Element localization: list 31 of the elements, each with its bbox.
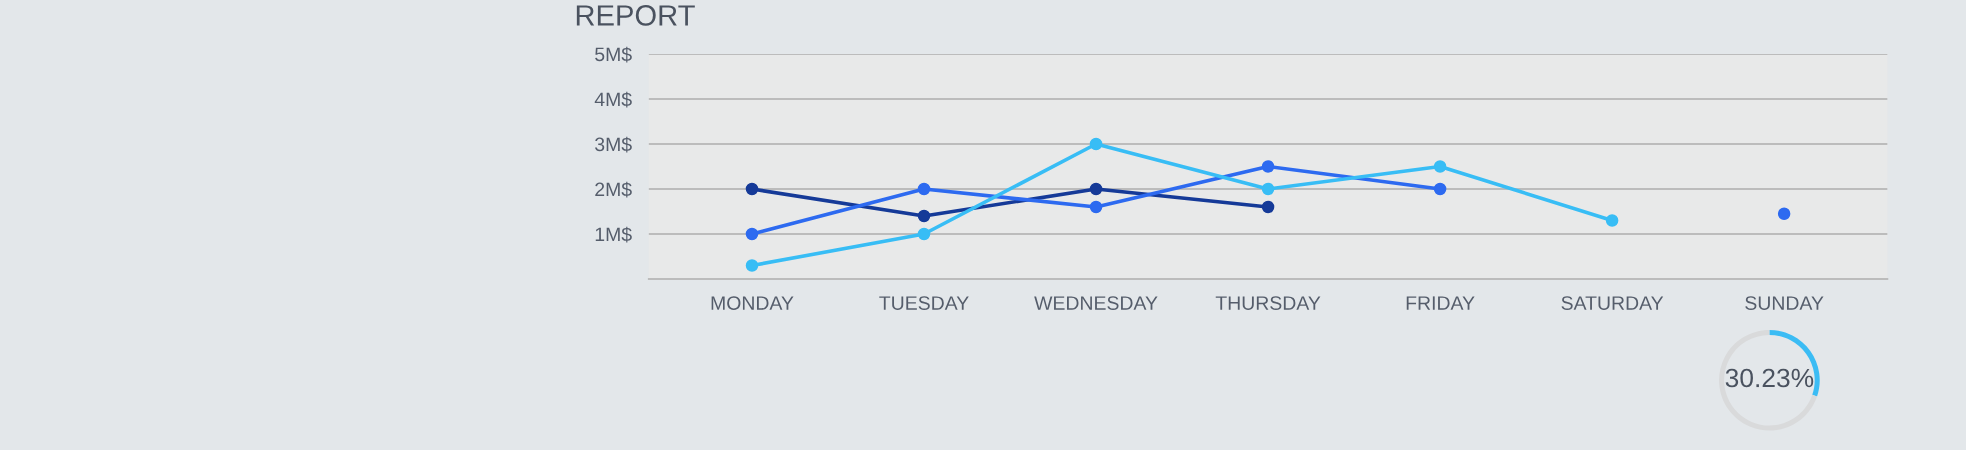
point xyxy=(1089,200,1103,214)
point xyxy=(1605,214,1619,227)
y-tick-label: 2M$ xyxy=(595,181,632,198)
point xyxy=(1089,182,1103,196)
y-tick-label: 3M$ xyxy=(595,136,632,153)
point xyxy=(745,227,759,241)
point xyxy=(1089,137,1103,151)
chart-title: REPORT xyxy=(576,5,695,26)
point xyxy=(1433,182,1447,196)
y-tick-label: 1M$ xyxy=(595,226,632,243)
point xyxy=(745,182,759,196)
point xyxy=(1433,160,1447,173)
x-tick-label: SUNDAY xyxy=(1745,296,1824,310)
x-tick-label: FRIDAY xyxy=(1406,296,1475,310)
point xyxy=(917,209,931,223)
x-tick-label: WEDNESDAY xyxy=(1034,296,1158,310)
x-tick-label: MONDAY xyxy=(711,296,794,310)
y-tick-label: 4M$ xyxy=(594,91,632,108)
point xyxy=(1777,207,1791,221)
data-label: 30.23% xyxy=(1725,368,1814,388)
x-tick-label: THURSDAY xyxy=(1215,296,1321,310)
point xyxy=(1261,160,1275,173)
point xyxy=(745,259,759,272)
point xyxy=(1261,182,1275,196)
point xyxy=(1261,200,1275,214)
point xyxy=(917,227,931,241)
x-tick-label: SATURDAY xyxy=(1561,296,1664,310)
donut-slice xyxy=(1719,329,1818,431)
x-tick-label: TUESDAY xyxy=(879,296,969,310)
y-tick-label: 5M$ xyxy=(595,46,632,63)
point xyxy=(917,182,931,196)
